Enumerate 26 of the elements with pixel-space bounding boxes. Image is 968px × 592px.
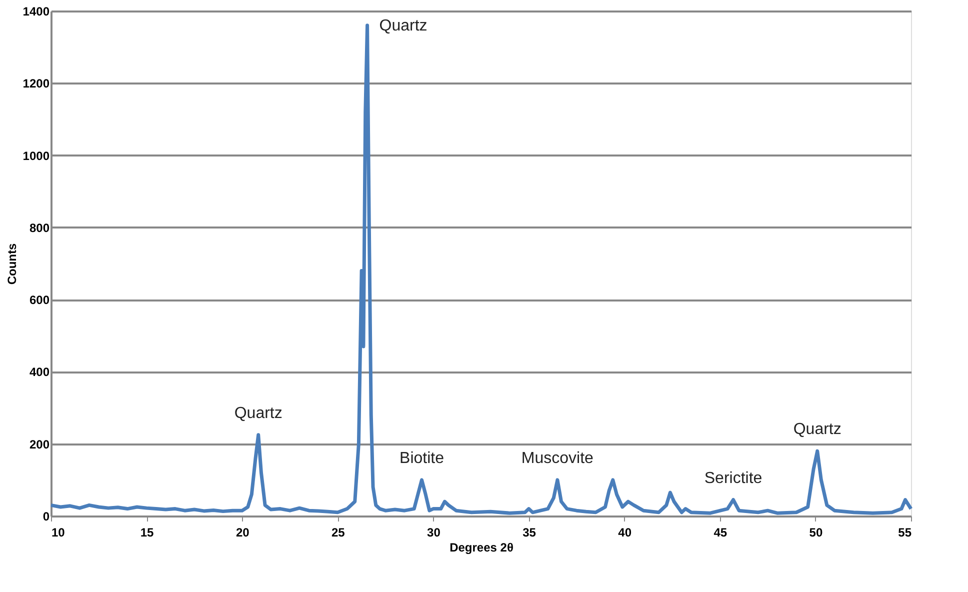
annotation: Muscovite xyxy=(521,450,594,467)
annotation: Biotite xyxy=(400,450,444,467)
y-tick-label: 200 xyxy=(29,437,50,452)
y-tick-label: 1000 xyxy=(22,148,50,163)
y-tick-label: 0 xyxy=(42,510,50,524)
x-tick-label: 25 xyxy=(331,526,346,540)
y-tick-label: 600 xyxy=(29,293,50,308)
x-tick-label: 35 xyxy=(522,526,536,540)
y-axis-title: Counts xyxy=(4,243,19,285)
x-tick-label: 40 xyxy=(618,526,632,540)
x-tick-label: 30 xyxy=(427,526,441,540)
annotation: Quartz xyxy=(234,404,282,422)
y-tick-label: 400 xyxy=(29,365,50,380)
y-tick-label: 800 xyxy=(29,220,50,235)
x-axis-title: Degrees 2θ xyxy=(450,540,514,554)
annotation: Quartz xyxy=(379,17,428,34)
x-tick-label: 45 xyxy=(714,526,728,540)
annotation: Quartz xyxy=(793,421,842,438)
x-tick-label: 55 xyxy=(898,526,912,540)
x-tick-label: 15 xyxy=(140,526,154,540)
x-tick-label: 10 xyxy=(52,526,66,540)
x-tick-label: 20 xyxy=(236,526,250,540)
annotation: Serictite xyxy=(704,470,762,487)
x-tick-label: 50 xyxy=(809,526,823,540)
y-tick-label: 1200 xyxy=(22,76,50,91)
y-tick-label: 1400 xyxy=(22,4,50,18)
